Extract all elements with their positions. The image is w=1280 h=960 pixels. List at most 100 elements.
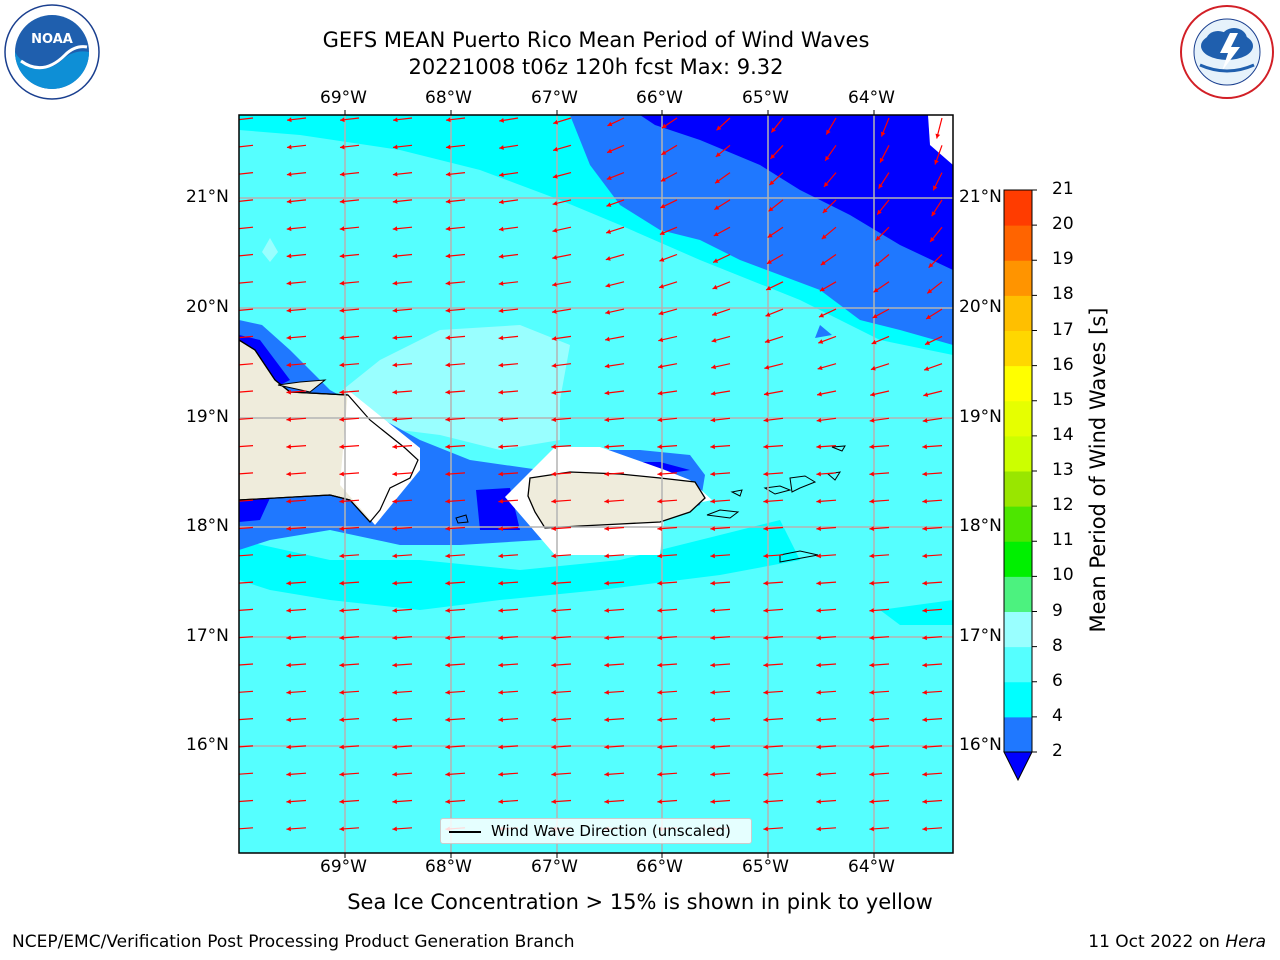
colorbar-segment — [1004, 681, 1032, 718]
wave-direction-arrowhead — [764, 338, 770, 344]
wave-direction-arrowhead — [816, 717, 821, 723]
wave-direction-arrowhead — [710, 526, 715, 531]
lon-label-top: 64°W — [848, 88, 895, 108]
wave-direction-arrowhead — [712, 311, 717, 316]
lon-label-top: 67°W — [531, 88, 578, 108]
wave-direction-arrowhead — [605, 256, 611, 261]
lon-label-bottom: 69°W — [320, 857, 367, 877]
wave-direction-arrowhead — [498, 253, 504, 259]
wave-direction-arrowhead — [711, 337, 717, 343]
colorbar-segment — [1004, 646, 1032, 683]
wave-direction-arrowhead — [392, 253, 398, 259]
wave-direction-arrowhead — [339, 498, 344, 504]
wave-direction-arrowhead — [604, 662, 609, 668]
wave-direction-arrowhead — [657, 580, 662, 586]
wave-direction-arrowhead — [922, 635, 927, 641]
lat-label-right: 20°N — [959, 297, 1002, 317]
lon-label-top: 68°W — [425, 88, 472, 108]
wave-direction-arrowhead — [234, 145, 239, 150]
wave-direction-arrowhead — [286, 553, 291, 559]
wave-direction-arrowhead — [392, 744, 397, 750]
wave-direction-arrowhead — [233, 581, 238, 586]
map-legend: Wind Wave Direction (unscaled) — [440, 818, 752, 844]
wave-direction-arrowhead — [339, 799, 344, 804]
wave-direction-arrowhead — [551, 444, 556, 450]
wave-direction-arrowhead — [816, 498, 821, 504]
wave-direction-arrow — [239, 308, 254, 311]
wave-direction-arrowhead — [392, 580, 397, 586]
wave-direction-arrowhead — [445, 526, 450, 531]
wave-period-field — [233, 115, 953, 853]
wave-direction-arrowhead — [869, 498, 874, 504]
wave-direction-arrowhead — [286, 280, 292, 286]
wave-direction-arrowhead — [445, 280, 451, 286]
wave-direction-arrowhead — [392, 226, 398, 232]
wave-direction-arrowhead — [498, 389, 504, 395]
wave-direction-arrowhead — [869, 717, 874, 723]
wave-direction-arrowhead — [392, 171, 398, 177]
wave-direction-arrowhead — [764, 364, 770, 370]
wave-direction-arrowhead — [710, 417, 716, 423]
wave-direction-arrowhead — [233, 690, 238, 695]
colorbar-segment — [1004, 471, 1032, 507]
wave-direction-arrowhead — [551, 498, 556, 504]
wave-direction-arrowhead — [710, 608, 715, 613]
wave-direction-arrowhead — [658, 310, 664, 316]
wave-direction-arrowhead — [551, 553, 556, 559]
wave-direction-arrowhead — [286, 826, 291, 832]
wave-direction-arrowhead — [879, 157, 885, 163]
wave-direction-arrowhead — [816, 689, 821, 695]
wave-direction-arrowhead — [710, 744, 715, 750]
wave-direction-arrowhead — [498, 498, 503, 504]
wave-direction-arrowhead — [286, 608, 291, 613]
wave-direction-arrowhead — [771, 127, 776, 133]
wave-direction-arrowhead — [657, 717, 662, 723]
wave-direction-arrowhead — [710, 689, 715, 695]
wave-direction-arrowhead — [551, 717, 556, 723]
wave-direction-arrowhead — [763, 689, 768, 695]
wave-direction-arrowhead — [445, 744, 450, 750]
wave-direction-arrowhead — [922, 444, 927, 450]
lon-label-top: 69°W — [320, 88, 367, 108]
wave-direction-arrowhead — [499, 117, 504, 123]
wave-direction-arrowhead — [818, 313, 824, 318]
wave-direction-arrowhead — [922, 717, 927, 723]
noaa-logo-text: NOAA — [31, 32, 73, 47]
wave-direction-arrowhead — [445, 471, 450, 477]
wave-direction-arrowhead — [498, 799, 503, 804]
wave-direction-arrowhead — [710, 799, 715, 804]
wave-direction-arrowhead — [763, 471, 768, 477]
wave-direction-arrowhead — [869, 471, 874, 477]
wave-direction-arrowhead — [875, 235, 881, 241]
wave-direction-arrowhead — [234, 226, 239, 231]
wave-direction-arrowhead — [445, 799, 450, 804]
wave-direction-arrowhead — [710, 553, 715, 559]
colorbar-tick-label: 12 — [1052, 495, 1074, 516]
colorbar-under-triangle — [1003, 751, 1033, 782]
wave-direction-arrowhead — [604, 417, 610, 423]
wave-direction-arrowhead — [552, 200, 558, 206]
wave-direction-arrowhead — [713, 231, 719, 237]
wave-direction-arrowhead — [234, 308, 239, 313]
wave-direction-arrow — [239, 390, 254, 393]
wave-direction-arrowhead — [661, 150, 667, 155]
wave-direction-arrowhead — [498, 308, 504, 314]
wave-direction-arrowhead — [930, 237, 935, 242]
wave-direction-arrowhead — [340, 117, 345, 123]
wave-direction-arrow — [239, 636, 254, 639]
wave-direction-arrowhead — [763, 580, 768, 586]
wave-direction-arrowhead — [763, 826, 768, 832]
wave-direction-arrowhead — [922, 744, 927, 750]
wave-direction-arrowhead — [715, 152, 721, 157]
wave-direction-arrow — [239, 799, 254, 803]
wave-direction-arrowhead — [498, 635, 503, 641]
wave-direction-arrowhead — [607, 121, 613, 127]
wave-direction-arrowhead — [392, 717, 397, 723]
wave-direction-arrowhead — [339, 553, 344, 559]
colorbar-segment — [1004, 365, 1032, 402]
wave-direction-arrowhead — [766, 259, 772, 264]
wave-direction-arrowhead — [286, 199, 292, 204]
wave-direction-arrowhead — [922, 771, 927, 777]
wave-direction-arrowhead — [711, 364, 717, 370]
